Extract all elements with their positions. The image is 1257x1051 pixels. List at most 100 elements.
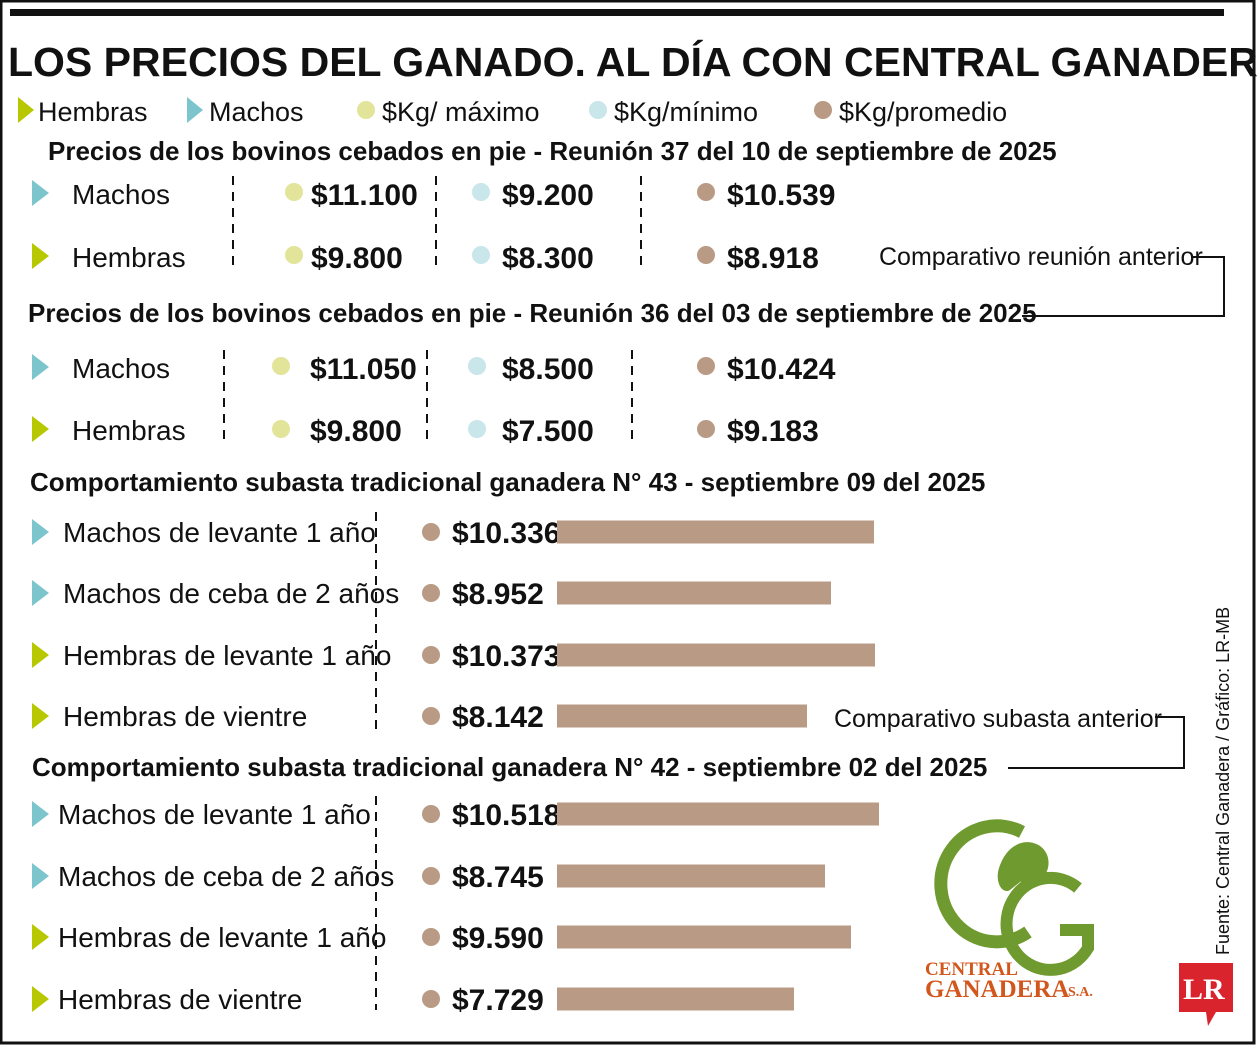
lr-badge-icon xyxy=(1179,963,1233,1026)
meeting-comparison-bracket xyxy=(1022,256,1225,317)
min-dot-icon xyxy=(472,183,490,201)
avg-dot-icon xyxy=(422,805,440,823)
bar-row: Hembras de vientre $7.729 xyxy=(32,984,794,1017)
avg-dot-icon xyxy=(422,707,440,725)
avg-dot-icon xyxy=(697,357,715,375)
legend-hembras-triangle-icon xyxy=(18,97,34,123)
female-triangle-icon xyxy=(32,642,49,668)
legend: Hembras Machos $Kg/ máximo $Kg/mínimo $K… xyxy=(18,97,1007,127)
auction-comparison-label: Comparativo subasta anterior xyxy=(834,705,1162,733)
auction-comparison-note: Comparativo subasta anterior xyxy=(834,705,1185,769)
lr-mark: LR xyxy=(1183,973,1225,1006)
table-row: Machos $11.100 $9.200 $10.539 xyxy=(32,179,835,212)
top-rule xyxy=(10,9,1224,16)
auction-comparison-bracket xyxy=(1008,716,1185,769)
legend-machos-triangle-icon xyxy=(187,97,203,123)
bar-row: Hembras de levante 1 año $9.590 xyxy=(32,922,851,955)
male-triangle-icon xyxy=(32,801,49,827)
category-label: Machos de levante 1 año xyxy=(63,517,376,548)
avg-dot-icon xyxy=(422,990,440,1008)
legend-max-label: $Kg/ máximo xyxy=(382,97,540,127)
logo-c-arc xyxy=(934,819,1032,949)
lr-brand-logo: LR xyxy=(1179,963,1233,1026)
male-triangle-icon xyxy=(32,863,49,889)
female-triangle-icon xyxy=(32,703,49,729)
category-label: Machos de levante 1 año xyxy=(58,799,371,830)
avg-dot-icon xyxy=(422,584,440,602)
male-triangle-icon xyxy=(32,180,49,206)
bar-value-label: $9.590 xyxy=(452,922,544,955)
bar xyxy=(557,581,831,605)
avg-dot-icon xyxy=(697,246,715,264)
bar-row: Machos de levante 1 año $10.518 xyxy=(32,799,879,832)
table-row: Hembras $9.800 $7.500 $9.183 xyxy=(32,415,819,448)
category-label: Hembras de levante 1 año xyxy=(58,922,386,953)
row-label: Hembras xyxy=(72,415,186,446)
bar-row: Machos de ceba de 2 años $8.745 xyxy=(32,861,825,894)
max-dot-icon xyxy=(272,420,290,438)
female-triangle-icon xyxy=(32,924,49,950)
logo-suffix: S.A. xyxy=(1068,985,1093,1000)
meeting-36-table: Precios de los bovinos cebados en pie - … xyxy=(28,298,1037,448)
legend-machos-label: Machos xyxy=(209,97,304,127)
avg-value: $9.183 xyxy=(727,415,819,448)
male-triangle-icon xyxy=(32,580,49,606)
logo-line2: GANADERA xyxy=(925,976,1069,1003)
bar xyxy=(557,643,875,667)
central-ganadera-logo: CENTRAL GANADERA S.A. xyxy=(925,819,1094,1003)
bar-row: Hembras de levante 1 año $10.373 xyxy=(32,640,875,673)
female-triangle-icon xyxy=(32,243,49,269)
max-value: $9.800 xyxy=(311,242,403,275)
avg-dot-icon xyxy=(422,646,440,664)
bar-row: Machos de ceba de 2 años $8.952 xyxy=(32,578,831,611)
bar-value-label: $10.518 xyxy=(452,799,560,832)
max-value: $11.100 xyxy=(311,179,418,212)
bar-value-label: $10.373 xyxy=(452,640,560,673)
page-title: LOS PRECIOS DEL GANADO. AL DÍA CON CENTR… xyxy=(8,39,1257,85)
category-label: Hembras de vientre xyxy=(63,701,307,732)
avg-value: $8.918 xyxy=(727,242,819,275)
bar xyxy=(557,987,794,1011)
avg-dot-icon xyxy=(697,183,715,201)
bar-value-label: $8.142 xyxy=(452,701,544,734)
male-triangle-icon xyxy=(32,519,49,545)
legend-max-dot-icon xyxy=(357,101,375,119)
bar xyxy=(557,925,851,949)
legend-hembras-label: Hembras xyxy=(38,97,148,127)
legend-min-dot-icon xyxy=(589,101,607,119)
min-value: $7.500 xyxy=(502,415,594,448)
bar xyxy=(557,520,874,544)
source-credit: Fuente: Central Ganadera / Gráfico: LR-M… xyxy=(1213,607,1233,955)
logo-line1: CENTRAL xyxy=(925,959,1018,980)
auction-43-title: Comportamiento subasta tradicional ganad… xyxy=(30,467,985,497)
min-dot-icon xyxy=(468,420,486,438)
max-value: $9.800 xyxy=(310,415,402,448)
table-row: Hembras $9.800 $8.300 $8.918 xyxy=(32,242,819,275)
auction-42-title: Comportamiento subasta tradicional ganad… xyxy=(32,752,987,782)
meeting-37-table: Precios de los bovinos cebados en pie - … xyxy=(32,136,1057,275)
avg-dot-icon xyxy=(422,867,440,885)
meeting-comparison-note: Comparativo reunión anterior xyxy=(879,243,1225,317)
row-label: Machos xyxy=(72,179,170,210)
table-row: Machos $11.050 $8.500 $10.424 xyxy=(32,353,836,386)
row-label: Machos xyxy=(72,353,170,384)
max-dot-icon xyxy=(285,183,303,201)
legend-min-label: $Kg/mínimo xyxy=(614,97,758,127)
bar-value-label: $7.729 xyxy=(452,984,544,1017)
female-triangle-icon xyxy=(32,416,49,442)
category-label: Machos de ceba de 2 años xyxy=(58,861,394,892)
max-dot-icon xyxy=(285,246,303,264)
category-label: Machos de ceba de 2 años xyxy=(63,578,399,609)
auction-43-bars: Machos de levante 1 año $10.336 Machos de … xyxy=(32,517,875,734)
min-dot-icon xyxy=(468,357,486,375)
female-triangle-icon xyxy=(32,986,49,1012)
avg-dot-icon xyxy=(422,523,440,541)
bar xyxy=(557,704,807,728)
avg-value: $10.424 xyxy=(727,353,836,386)
bar-value-label: $10.336 xyxy=(452,517,560,550)
ram-head-icon xyxy=(997,842,1049,892)
